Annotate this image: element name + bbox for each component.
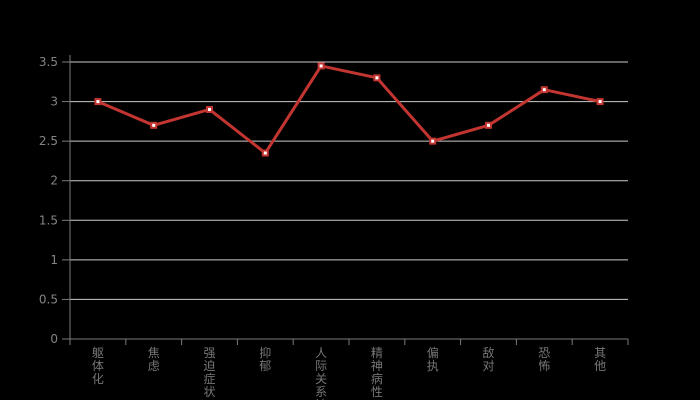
data-point-marker [429,137,437,145]
data-point-marker [150,121,158,129]
y-axis-tick-label: 0 [50,332,58,346]
x-axis-category-label: 敌对 [482,345,494,373]
data-point-marker [261,149,269,157]
data-point-marker [373,74,381,82]
y-axis-tick-label: 3.5 [39,55,58,69]
x-axis-category-label: 躯体化 [92,345,104,386]
x-axis-category-label: 人际关系敏感 [315,346,327,400]
x-axis-category-label: 强迫症状 [203,346,215,399]
y-axis-tick-label: 2 [50,174,58,188]
data-point-marker [540,86,548,94]
data-point-marker [206,105,213,113]
x-axis-category-label: 精神病性 [371,346,383,399]
data-point-marker [485,121,492,129]
data-point-marker [596,98,604,106]
y-axis-tick-label: 3 [50,95,58,109]
y-axis-tick-label: 1 [50,253,58,267]
x-axis-category-label: 其他 [594,346,606,373]
y-axis-tick-label: 2.5 [39,134,58,148]
series-line [97,64,601,155]
x-axis-category-label: 恐怖 [538,346,550,373]
data-point-marker [94,98,102,106]
x-axis-category-label: 焦虑 [148,346,160,373]
data-point-marker [317,62,325,70]
y-axis-tick-label: 0.5 [39,292,58,306]
x-axis-category-label: 偏执 [427,345,439,373]
x-axis-category-label: 抑郁 [259,345,271,373]
y-axis-tick-label: 1.5 [39,213,58,227]
